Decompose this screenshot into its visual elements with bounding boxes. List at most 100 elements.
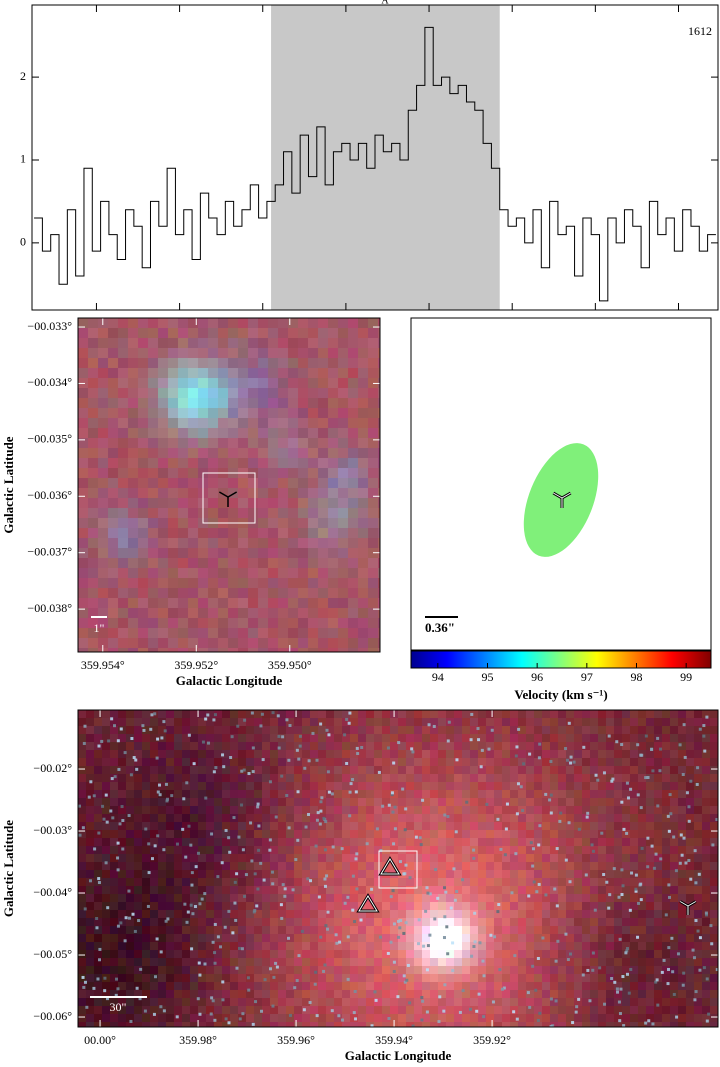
image-pixel [430, 710, 438, 718]
image-pixel [108, 598, 118, 608]
image-pixel [178, 628, 188, 638]
image-pixel [206, 894, 214, 902]
image-pixel [606, 974, 614, 982]
image-pixel [598, 814, 606, 822]
image-pixel [566, 838, 574, 846]
image-pixel [494, 710, 502, 718]
image-pixel [366, 878, 374, 886]
star [133, 929, 137, 933]
image-pixel [174, 710, 182, 718]
image-pixel [630, 718, 638, 726]
image-pixel [358, 822, 366, 830]
image-pixel [542, 998, 550, 1006]
star [549, 793, 553, 797]
image-pixel [678, 878, 686, 886]
image-pixel [550, 990, 558, 998]
image-pixel [446, 998, 454, 1006]
image-pixel [118, 358, 128, 368]
image-pixel [710, 1022, 718, 1027]
image-pixel [208, 488, 218, 498]
image-pixel [168, 578, 178, 588]
image-pixel [190, 774, 198, 782]
image-pixel [406, 886, 414, 894]
star [340, 1018, 344, 1022]
star [655, 978, 659, 982]
image-pixel [414, 710, 422, 718]
image-pixel [128, 488, 138, 498]
image-pixel [398, 982, 406, 990]
star [656, 1003, 660, 1007]
image-pixel [178, 528, 188, 538]
image-pixel [214, 814, 222, 822]
star [204, 717, 208, 721]
image-pixel [138, 558, 148, 568]
image-pixel [662, 974, 670, 982]
star [181, 827, 185, 831]
star [275, 965, 279, 969]
star [326, 770, 330, 774]
image-pixel [510, 742, 518, 750]
image-pixel [238, 458, 248, 468]
image-pixel [462, 742, 470, 750]
image-pixel [678, 1014, 686, 1022]
image-pixel [166, 846, 174, 854]
star [274, 815, 278, 819]
image-pixel [614, 734, 622, 742]
image-pixel [614, 854, 622, 862]
image-pixel [238, 814, 246, 822]
image-pixel [558, 750, 566, 758]
image-pixel [98, 388, 108, 398]
image-pixel [606, 750, 614, 758]
image-pixel [374, 886, 382, 894]
image-pixel [678, 766, 686, 774]
image-pixel [534, 742, 542, 750]
image-pixel [454, 766, 462, 774]
image-pixel [254, 774, 262, 782]
image-pixel [606, 734, 614, 742]
image-pixel [134, 958, 142, 966]
image-pixel [462, 870, 470, 878]
image-pixel [662, 902, 670, 910]
image-pixel [308, 408, 318, 418]
image-pixel [150, 1022, 158, 1027]
star [106, 906, 110, 910]
star [555, 904, 559, 908]
image-pixel [262, 766, 270, 774]
star [705, 977, 709, 981]
star [196, 997, 200, 1001]
star [519, 785, 523, 789]
image-pixel [438, 790, 446, 798]
star [504, 827, 508, 831]
image-pixel [298, 448, 308, 458]
image-pixel [198, 618, 208, 628]
image-pixel [438, 1022, 446, 1027]
image-pixel [368, 468, 378, 478]
image-pixel [358, 458, 368, 468]
star [97, 831, 101, 835]
image-pixel [518, 734, 526, 742]
star [163, 729, 167, 733]
star [428, 933, 432, 937]
image-pixel [638, 950, 646, 958]
image-pixel [262, 742, 270, 750]
image-pixel [78, 1022, 86, 1027]
image-pixel [158, 648, 168, 652]
y-tick-label: −00.035° [27, 432, 72, 446]
star [236, 724, 240, 728]
image-pixel [198, 910, 206, 918]
image-pixel [318, 528, 328, 538]
image-pixel [478, 838, 486, 846]
image-pixel [702, 830, 710, 838]
image-pixel [318, 618, 328, 628]
image-pixel [526, 806, 534, 814]
image-pixel [430, 958, 438, 966]
image-pixel [308, 338, 318, 348]
image-pixel [502, 806, 510, 814]
star [392, 842, 396, 846]
image-pixel [230, 1006, 238, 1014]
image-pixel [446, 878, 454, 886]
image-pixel [390, 998, 398, 1006]
image-pixel [678, 814, 686, 822]
image-pixel [462, 734, 470, 742]
star [620, 743, 624, 747]
